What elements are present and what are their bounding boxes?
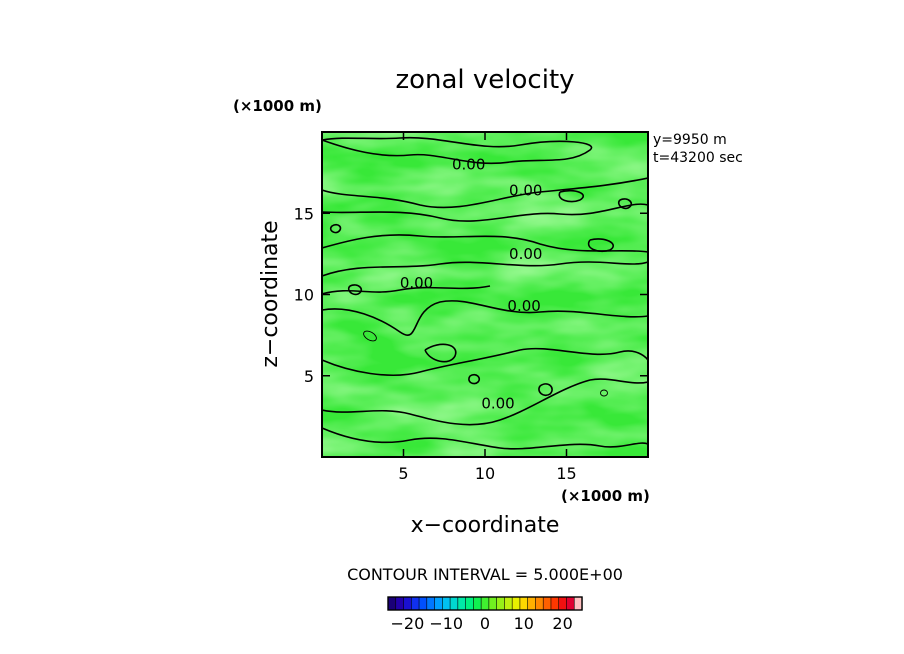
colorbar-frame [387,596,583,611]
contour-label: 0.00 [509,182,542,200]
colorbar-swatch [550,596,560,611]
contour-label: 0.00 [400,274,433,292]
y-axis-unit: (×1000 m) [233,97,322,115]
colorbar-swatch [465,596,474,611]
contour-line [322,177,648,209]
contour-label: 0.00 [509,245,542,263]
contour-line [363,330,377,342]
colorbar-tick-label: −10 [429,614,463,633]
contour-interval-label: CONTOUR INTERVAL = 5.000E+00 [347,565,623,584]
colorbar-swatch [473,596,482,611]
axes-layer: 5 10 15 5 10 15 [294,132,648,483]
colorbar-swatch [504,596,513,611]
contour-line [424,343,457,363]
contour-line [538,383,553,397]
colorbar-swatch [566,596,575,611]
contour-label: 0.00 [507,297,540,315]
contour-label-layer: 0.00 0.00 0.00 0.00 0.00 0.00 [400,156,543,413]
x-tick-label: 15 [556,464,576,483]
y-axis-title: z−coordinate [258,220,283,367]
colorbar-swatch [395,596,405,611]
info-line-y: y=9950 m [653,132,727,148]
contour-line [329,223,342,234]
contour-line [587,238,615,253]
colorbar-swatch [511,596,521,611]
colorbar-swatch [480,596,490,611]
colorbar-swatch [496,596,506,611]
colorbar-swatch [449,596,459,611]
contour-label: 0.00 [452,156,485,174]
contour-line [468,373,481,385]
contour-line [322,285,491,295]
contour-line [600,389,608,397]
x-tick-label: 5 [398,464,408,483]
colorbar-swatch [488,596,498,611]
contour-line [322,378,648,426]
colorbar-swatch [410,596,420,611]
colorbar-swatch [542,596,552,611]
plot-area: 0.00 0.00 0.00 0.00 0.00 0.00 [322,132,648,457]
contour-line [322,203,648,222]
contour-lines [322,136,648,450]
contour-label: 0.00 [481,394,514,412]
colorbar-swatch [387,596,397,611]
info-line-t: t=43200 sec [653,150,743,166]
contour-line [347,284,363,296]
x-axis-unit: (×1000 m) [561,487,650,505]
contour-line [617,198,633,210]
colorbar-swatch [426,596,436,611]
colorbar-swatch [442,596,451,611]
contour-line [322,347,648,377]
y-tick-label: 15 [294,204,314,223]
colorbar-swatch [434,596,443,611]
colorbar-swatch [573,596,583,611]
colorbar-swatch [535,596,544,611]
colorbar-swatch [418,596,428,611]
colorbar: −20 −10 0 10 20 [387,596,583,633]
colorbar-swatch [558,596,568,611]
chart-title: zonal velocity [395,65,574,95]
x-axis-title: x−coordinate [411,513,560,538]
colorbar-swatch [403,596,412,611]
colorbar-swatch [457,596,467,611]
x-tick-label: 10 [475,464,495,483]
contour-line [322,300,648,336]
y-tick-label: 5 [304,367,314,386]
y-tick-label: 10 [294,286,314,305]
contour-line [322,427,648,450]
colorbar-tick-label: −20 [391,614,425,633]
colorbar-tick-label: 10 [514,614,534,633]
contour-line [322,261,648,277]
colorbar-swatch [519,596,529,611]
colorbar-tick-label: 0 [480,614,490,633]
colorbar-tick-label: 20 [552,614,572,633]
contour-lines-thin [363,330,608,397]
colorbar-swatch [527,596,537,611]
contour-line [558,189,585,203]
